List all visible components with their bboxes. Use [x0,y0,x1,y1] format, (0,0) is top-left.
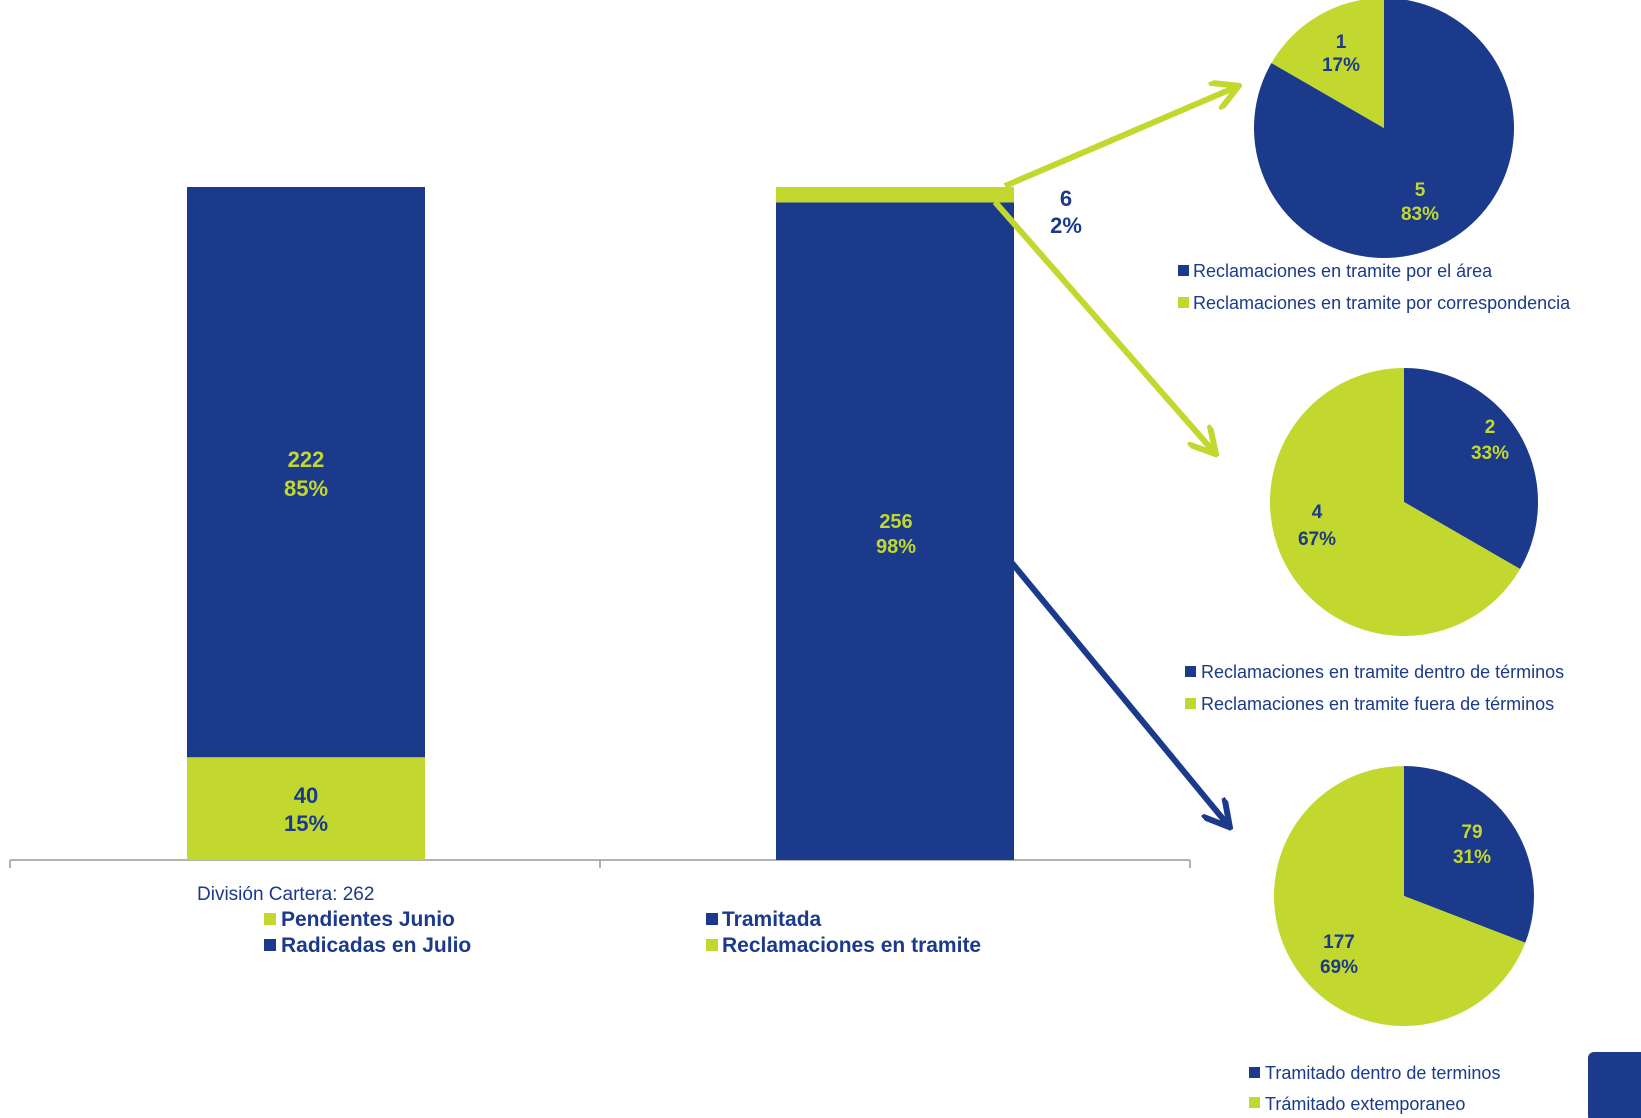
legend-label-tramitada: Tramitada [722,908,822,931]
arrow-to-pie-1 [1003,87,1236,189]
pie3-slice-0 [1404,766,1534,943]
pie2-legend-label-blue: Reclamaciones en tramite dentro de térmi… [1201,662,1564,682]
pie1-legend-swatch-green [1178,297,1189,308]
bar-tramitada [776,202,1014,860]
bar-label-pendientes-pct: 15% [284,811,328,836]
legend-swatch-tramitada [706,913,718,925]
legend-label-pendientes: Pendientes Junio [281,908,455,931]
bar-reclamaciones-en-tramite [776,187,1014,203]
pie3-label-blue-value: 79 [1461,822,1482,843]
pie1-legend-label-blue: Reclamaciones en tramite por el área [1193,261,1493,281]
pie3-legend-label-green: Trámitado extemporaneo [1265,1094,1465,1114]
pie2-legend-label-green: Reclamaciones en tramite fuera de términ… [1201,694,1554,714]
pie2-slice-1 [1269,368,1521,636]
arrow-to-pie-2 [992,200,1214,452]
pie2-legend-swatch-blue [1185,666,1196,677]
pie2-label-green-pct: 67% [1298,529,1336,550]
bar-label-tramitada-value: 256 [879,511,912,533]
pie1-legend-swatch-blue [1178,265,1189,276]
bar-radicadas-julio [187,187,425,758]
legend-label-radicadas: Radicadas en Julio [281,934,471,957]
pie3-label-blue-pct: 31% [1453,847,1491,868]
pie2-label-blue-value: 2 [1485,417,1496,438]
pie2-legend-swatch-green [1185,698,1196,709]
pie2-label-green-value: 4 [1312,502,1323,523]
pie3-label-green-pct: 69% [1320,957,1358,978]
bar-pendientes-junio [187,757,425,860]
bar-label-en-tramite-value: 6 [1060,186,1072,211]
corner-decoration [1588,1052,1641,1118]
legend-label-en-tramite: Reclamaciones en tramite [722,934,981,957]
legend-swatch-radicadas [264,939,276,951]
legend-swatch-pendientes [264,913,276,925]
pie3-label-green-value: 177 [1323,932,1355,953]
bar-label-tramitada-pct: 98% [876,536,916,558]
bar-label-radicadas-pct: 85% [284,476,328,501]
pie3-legend-swatch-green [1249,1097,1260,1108]
pie3-legend-swatch-blue [1249,1067,1260,1078]
pie2-slice-0 [1404,368,1538,569]
pie1-label-blue-pct: 83% [1401,204,1439,225]
pie3-slice-1 [1274,766,1526,1026]
pie1-label-green-pct: 17% [1322,55,1360,76]
pie2-label-blue-pct: 33% [1471,443,1509,464]
bar-label-en-tramite-pct: 2% [1050,213,1082,238]
pie1-label-green-value: 1 [1336,32,1347,53]
pie1-legend-label-green: Reclamaciones en tramite por corresponde… [1193,293,1571,313]
pie3-legend-label-blue: Tramitado dentro de terminos [1265,1063,1500,1083]
pie1-label-blue-value: 5 [1415,180,1426,201]
legend-swatch-en-tramite [706,939,718,951]
pie1-slice-1 [1271,0,1384,128]
category-label-division-cartera: División Cartera: 262 [197,884,374,905]
bar-label-radicadas-value: 222 [288,447,325,472]
arrow-to-pie-3 [1009,561,1228,825]
pie1-slice-0 [1254,0,1514,258]
bar-label-pendientes-value: 40 [294,783,318,808]
